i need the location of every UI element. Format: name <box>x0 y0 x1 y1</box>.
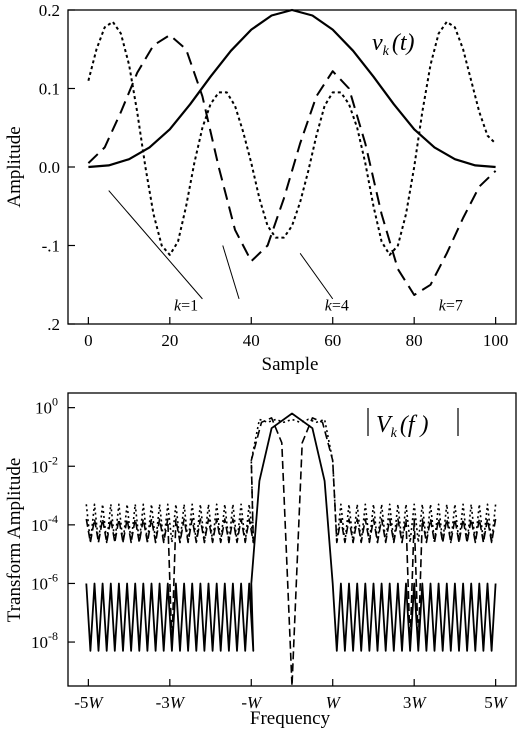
annotation-leader-line <box>108 190 203 300</box>
bottom-y-tick-exp: -4 <box>48 512 58 526</box>
top-curve-label: vk (t) <box>372 30 415 59</box>
bottom-x-tick-coef: - <box>241 693 247 712</box>
annotation-value: =7 <box>446 298 463 315</box>
top-y-tick-label: 0.0 <box>39 158 60 177</box>
top-x-tick-label: 20 <box>161 331 178 350</box>
top-y-tick-label: .2 <box>47 315 60 334</box>
top-x-tick-label: 80 <box>406 331 423 350</box>
top-series-k4-line <box>87 34 497 296</box>
annotation-value: =4 <box>332 298 349 315</box>
annotation-k: k <box>325 298 333 315</box>
top-x-tick-label: 60 <box>324 331 341 350</box>
bottom-x-tick-coef: 3 <box>403 693 412 712</box>
top-y-tick-label: -.1 <box>42 237 60 256</box>
bottom-curve-label: Vk (f ) <box>367 408 459 441</box>
bottom-y-tick-base: 10 <box>31 516 48 535</box>
bottom-x-tick-label: 5W <box>484 693 509 712</box>
bottom-plot-frame <box>67 392 517 687</box>
bottom-y-tick-label: 10-8 <box>31 629 58 652</box>
bottom-curve-label-subscript: k <box>391 426 398 441</box>
bottom-x-tick-label: 3W <box>403 693 428 712</box>
bottom-x-tick-var: W <box>247 693 263 712</box>
top-y-axis-title: Amplitude <box>4 126 25 207</box>
bottom-x-tick-var: W <box>88 693 104 712</box>
annotation-value: =1 <box>181 298 198 315</box>
bottom-y-tick-base: 10 <box>31 574 48 593</box>
bottom-x-tick-var: W <box>170 693 186 712</box>
bottom-y-tick-exp: 0 <box>52 395 58 409</box>
bottom-x-tick-label: -W <box>241 693 263 712</box>
annotation-label: k=7 <box>439 298 463 315</box>
top-curve-label-argument: (t) <box>392 30 415 56</box>
bottom-y-tick-base: 10 <box>31 457 48 476</box>
bottom-series-k1-line <box>85 412 497 652</box>
annotation-leader-line <box>299 253 334 300</box>
annotation-leader-line <box>222 245 240 300</box>
bottom-y-tick-label: 10-2 <box>31 453 58 476</box>
top-plot-frame <box>67 9 517 325</box>
bottom-y-tick-exp: -6 <box>48 570 58 584</box>
top-y-tick-label: 0.2 <box>39 1 60 20</box>
top-ticks: 0 20 40 60 80 100 .2 -.1 0.0 0.1 0.2 <box>39 1 509 350</box>
top-y-tick-label: 0.1 <box>39 80 60 99</box>
bottom-x-tick-label: W <box>326 693 342 712</box>
bottom-x-tick-coef: -3 <box>156 693 170 712</box>
bottom-y-tick-base: 10 <box>31 633 48 652</box>
bottom-x-tick-var: W <box>326 693 342 712</box>
bottom-curve-label-argument: (f ) <box>400 412 429 438</box>
bottom-y-tick-label: 10-4 <box>31 512 58 535</box>
top-curve-label-symbol: v <box>372 30 383 56</box>
top-annotations: k=1 k=4 k=7 <box>108 190 463 315</box>
bottom-y-tick-base: 10 <box>35 399 52 418</box>
annotation-label: k=1 <box>174 298 198 315</box>
bottom-curve-label-text: Vk (f ) <box>376 412 429 441</box>
bottom-x-tick-coef: 5 <box>484 693 493 712</box>
top-x-tick-label: 40 <box>243 331 260 350</box>
bottom-y-tick-exp: -8 <box>48 629 58 643</box>
bottom-x-tick-label: -3W <box>156 693 186 712</box>
bottom-series-k4-line <box>85 417 497 687</box>
bottom-y-tick-label: 100 <box>35 395 58 418</box>
top-x-tick-label: 100 <box>483 331 509 350</box>
top-series-k7-line <box>87 20 497 256</box>
top-series-k1-line <box>88 8 496 169</box>
bottom-curve-label-symbol: V <box>376 412 393 438</box>
top-curve-label-subscript: k <box>383 44 390 59</box>
bottom-x-tick-coef: -5 <box>74 693 88 712</box>
bottom-x-tick-var: W <box>411 693 427 712</box>
bottom-x-tick-var: W <box>493 693 509 712</box>
annotation-k: k <box>439 298 447 315</box>
top-x-tick-label: 0 <box>84 331 93 350</box>
bottom-x-axis-title: Frequency <box>250 708 331 729</box>
top-series-group <box>87 8 497 296</box>
top-x-axis-title: Sample <box>262 354 319 375</box>
bottom-series-group <box>85 412 497 687</box>
bottom-y-tick-label: 10-6 <box>31 570 58 593</box>
annotation-k: k <box>174 298 182 315</box>
top-chart-panel: 0 20 40 60 80 100.2-.10.00.10.2 k=1 k=4 k=7 Amp… <box>4 1 517 375</box>
bottom-y-axis-title: Transform Amplitude <box>4 458 25 623</box>
bottom-x-tick-label: -5W <box>74 693 104 712</box>
annotation-label: k=4 <box>325 298 349 315</box>
bottom-series-k7-line <box>85 418 497 544</box>
bottom-y-tick-exp: -2 <box>48 453 58 467</box>
